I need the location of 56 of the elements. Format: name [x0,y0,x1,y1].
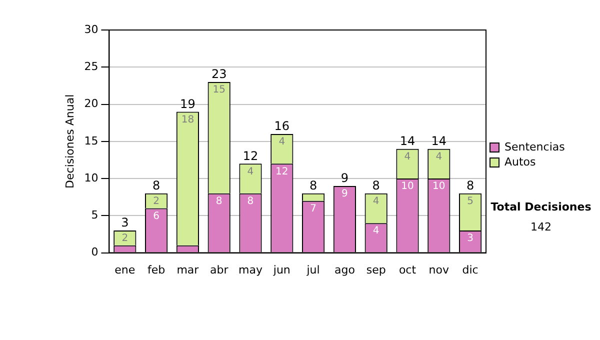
data-label: 18 [181,114,194,126]
data-label: 8 [247,196,254,207]
y-tick-label: 20 [84,97,98,110]
x-tick-label: mar [176,263,200,276]
data-label: 2 [122,233,128,244]
data-label: 4 [404,151,411,162]
total-label: 8 [152,178,160,193]
x-tick-label: sep [366,263,386,276]
y-tick-label: 30 [84,22,98,36]
text: Total Decisiones [490,200,592,214]
total-label: 14 [400,134,416,148]
data-label: 4 [372,226,380,237]
x-tick-label: dic [462,263,478,276]
total-label: 9 [340,171,349,186]
x-tick-label: ene [114,263,136,276]
y-tick-label: 15 [84,134,98,148]
data-label: 10 [432,181,446,192]
total-label: 8 [466,178,474,193]
y-tick-label: 25 [84,60,98,73]
legend-label: Sentencias [504,140,566,154]
legend-label: Autos [504,155,536,168]
total-label: 19 [180,96,196,111]
total-label: 3 [121,216,129,230]
x-tick-label: feb [147,263,166,276]
y-tick-label: 0 [91,246,98,259]
data-label: 3 [467,233,474,244]
data-label: 2 [153,196,160,207]
x-tick-label: nov [428,263,450,276]
x-tick-label: jul [306,263,320,276]
y-tick-label: 5 [91,208,98,222]
data-label: 6 [153,210,160,222]
data-label: 5 [467,196,474,207]
data-label: 4 [372,196,380,207]
x-tick-label: jun [272,263,290,276]
data-label: 10 [401,181,414,192]
data-label: 4 [436,151,442,162]
x-tick-label: abr [210,263,229,276]
total-label: 16 [274,119,290,134]
total-label: 14 [431,134,447,148]
data-label: 15 [212,84,226,96]
data-label: 4 [247,166,254,178]
x-tick-label: oct [398,263,417,276]
y-tick-label: 10 [84,171,98,184]
x-tick-label: may [238,263,263,276]
data-label: 9 [342,188,348,200]
data-label: 8 [216,196,222,207]
data-label: 7 [310,203,316,214]
total-label: 23 [211,67,227,82]
text: 142 [530,220,552,234]
data-label: 4 [278,136,286,148]
data-label: 12 [276,166,288,178]
total-label: 12 [242,148,258,163]
total-label: 8 [372,178,380,193]
y-axis-title: Decisiones Anual [63,94,76,188]
total-label: 8 [309,178,318,193]
x-tick-label: ago [334,263,356,276]
